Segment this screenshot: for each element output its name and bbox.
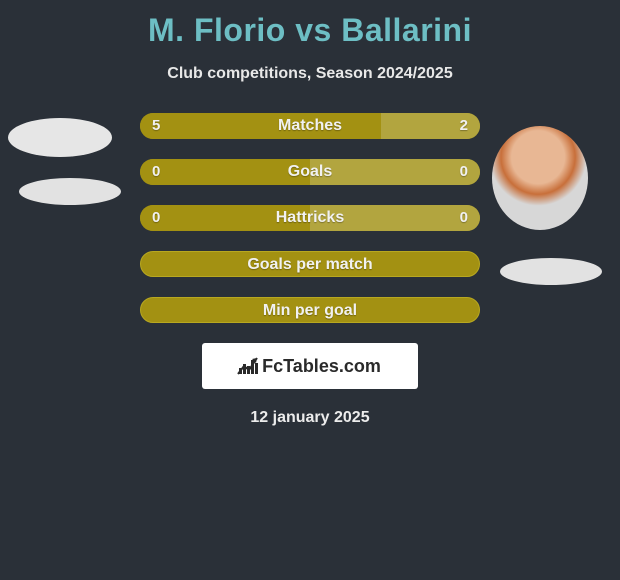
stat-row-hattricks: 0 Hattricks 0 [140,205,480,231]
source-logo-text: FcTables.com [239,356,381,377]
stat-hattricks-left-value: 0 [152,205,160,231]
stat-mpg-label: Min per goal [141,298,479,324]
stat-matches-label: Matches [140,113,480,139]
stat-matches-right-value: 2 [460,113,468,139]
source-logo-label: FcTables.com [262,356,381,377]
stat-row-goals: 0 Goals 0 [140,159,480,185]
stat-bars-container: 5 Matches 2 0 Goals 0 0 Hattricks 0 Goal… [140,113,480,323]
page-title: M. Florio vs Ballarini [0,0,620,49]
stat-matches-left-value: 5 [152,113,160,139]
stat-row-matches: 5 Matches 2 [140,113,480,139]
chart-icon [239,358,258,374]
stat-hattricks-label: Hattricks [140,205,480,231]
stat-row-mpg: Min per goal [140,297,480,323]
stat-gpm-label: Goals per match [141,252,479,278]
stat-goals-label: Goals [140,159,480,185]
stat-hattricks-right-value: 0 [460,205,468,231]
source-logo: FcTables.com [202,343,418,389]
stat-row-gpm: Goals per match [140,251,480,277]
page-subtitle: Club competitions, Season 2024/2025 [0,65,620,83]
stat-goals-right-value: 0 [460,159,468,185]
chart-date: 12 january 2025 [0,409,620,427]
stat-goals-left-value: 0 [152,159,160,185]
stats-chart: 5 Matches 2 0 Goals 0 0 Hattricks 0 Goal… [0,113,620,427]
